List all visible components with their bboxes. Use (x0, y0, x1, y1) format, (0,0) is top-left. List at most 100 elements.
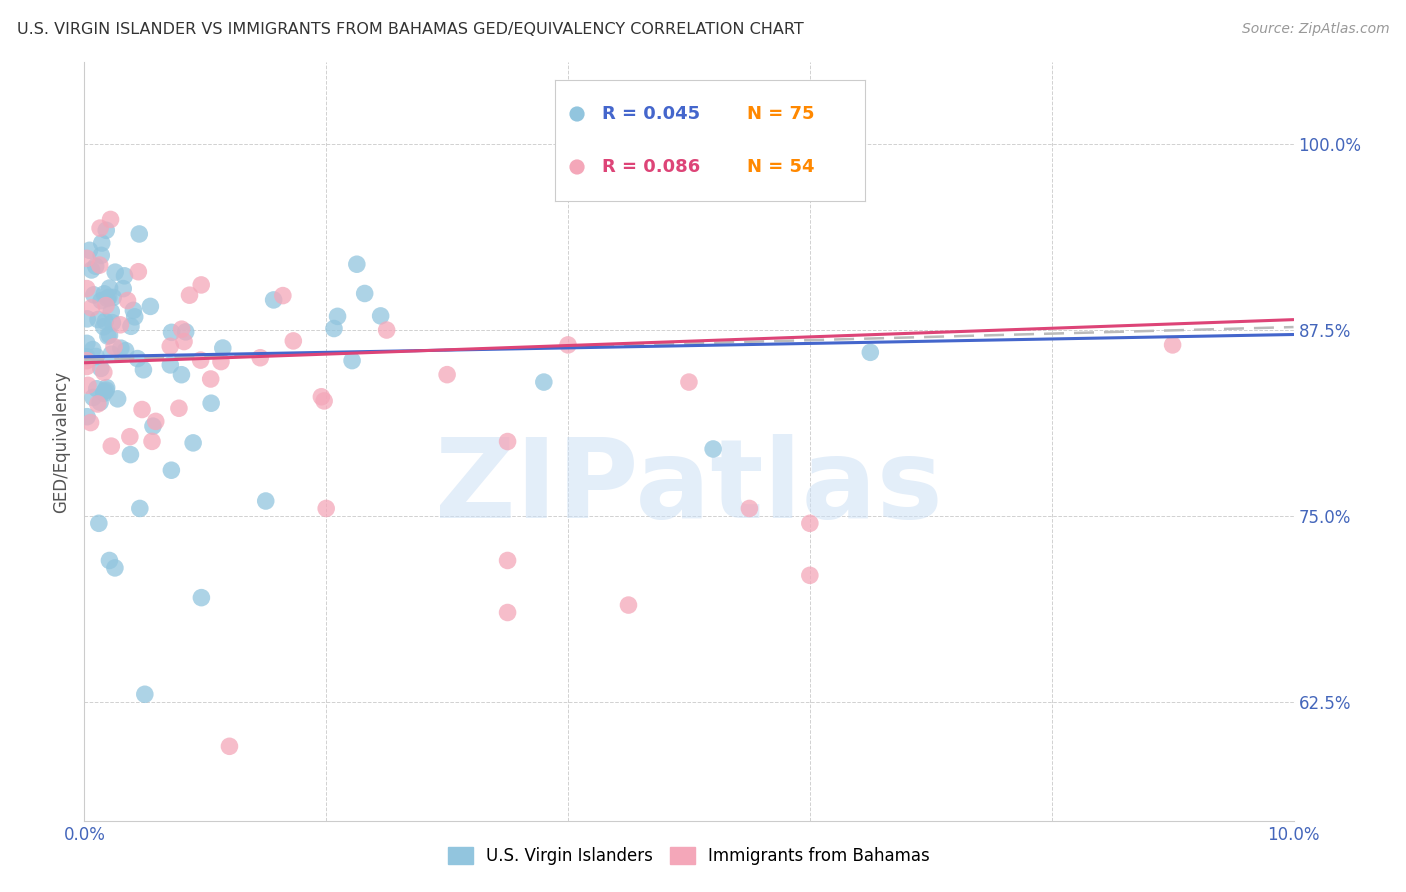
Point (131, 402, 153, 417)
Point (90, 293, 112, 308)
Point (100, 304, 122, 318)
Point (738, 501, 761, 516)
Point (118, 430, 141, 444)
Point (565, 107, 588, 121)
Point (799, 568, 821, 582)
Point (93, 365, 115, 379)
Point (93, 286, 115, 301)
Point (678, 375, 700, 389)
Point (1161, 338, 1184, 352)
Point (174, 325, 197, 339)
Point (122, 303, 145, 318)
Point (145, 414, 167, 428)
Point (103, 290, 125, 304)
Point (190, 591, 212, 605)
Point (100, 439, 122, 453)
Point (160, 326, 183, 340)
Point (311, 390, 333, 404)
Point (80, 301, 103, 315)
Point (200, 372, 222, 386)
Text: Source: ZipAtlas.com: Source: ZipAtlas.com (1241, 22, 1389, 37)
Point (98, 328, 121, 343)
Point (702, 442, 724, 456)
Point (496, 606, 519, 620)
Point (128, 501, 150, 516)
Point (134, 687, 156, 701)
Point (315, 501, 337, 516)
Point (96, 381, 118, 395)
Point (209, 354, 232, 368)
Text: N = 54: N = 54 (747, 158, 814, 176)
Point (80, 263, 103, 277)
Point (76, 311, 98, 326)
Point (82, 343, 104, 357)
Point (86, 382, 108, 396)
Point (557, 338, 579, 352)
Point (565, 160, 588, 174)
Point (340, 353, 363, 368)
Point (160, 463, 183, 477)
Point (110, 318, 132, 332)
Point (79, 244, 101, 258)
Point (117, 293, 139, 308)
Point (127, 351, 149, 366)
Point (181, 436, 204, 450)
Point (323, 321, 346, 335)
Point (84, 260, 107, 274)
Text: ZIPatlas: ZIPatlas (434, 434, 943, 541)
Point (218, 739, 240, 754)
Point (263, 293, 285, 307)
Point (89, 221, 111, 235)
Point (112, 282, 135, 296)
Point (254, 494, 277, 508)
Point (496, 553, 519, 567)
Point (87, 516, 110, 531)
Point (90, 361, 112, 376)
Point (76, 353, 98, 368)
Point (87, 312, 110, 326)
Point (436, 368, 458, 382)
Text: N = 75: N = 75 (747, 105, 814, 123)
Point (127, 265, 149, 279)
Point (101, 316, 124, 330)
Point (142, 419, 165, 434)
Point (496, 434, 519, 449)
Point (90, 248, 112, 262)
Point (173, 334, 195, 349)
Text: U.S. VIRGIN ISLANDER VS IMMIGRANTS FROM BAHAMAS GED/EQUIVALENCY CORRELATION CHAR: U.S. VIRGIN ISLANDER VS IMMIGRANTS FROM … (17, 22, 804, 37)
Point (84, 350, 107, 364)
Legend: U.S. Virgin Islanders, Immigrants from Bahamas: U.S. Virgin Islanders, Immigrants from B… (449, 847, 929, 865)
Point (98, 553, 121, 567)
Point (83, 288, 105, 302)
Point (97, 290, 120, 304)
Point (77, 378, 100, 392)
Point (114, 268, 136, 283)
Text: R = 0.086: R = 0.086 (602, 158, 700, 176)
Point (533, 375, 555, 389)
Point (271, 288, 294, 302)
Point (93, 319, 115, 334)
Point (326, 310, 349, 324)
Point (617, 598, 640, 612)
Point (211, 341, 233, 355)
Point (128, 227, 150, 241)
Point (98, 281, 121, 295)
Point (346, 257, 368, 271)
Point (100, 347, 122, 361)
Point (859, 345, 882, 359)
Point (283, 334, 305, 348)
Text: R = 0.045: R = 0.045 (602, 105, 700, 123)
Point (159, 339, 181, 353)
Point (79, 416, 101, 430)
Point (76, 336, 98, 351)
Point (190, 277, 212, 292)
Point (93, 384, 115, 399)
Point (104, 265, 127, 279)
Point (200, 396, 222, 410)
Point (76, 409, 98, 424)
Point (94, 314, 117, 328)
Point (120, 448, 142, 462)
Point (124, 310, 146, 324)
Point (96, 383, 118, 397)
Point (314, 393, 336, 408)
